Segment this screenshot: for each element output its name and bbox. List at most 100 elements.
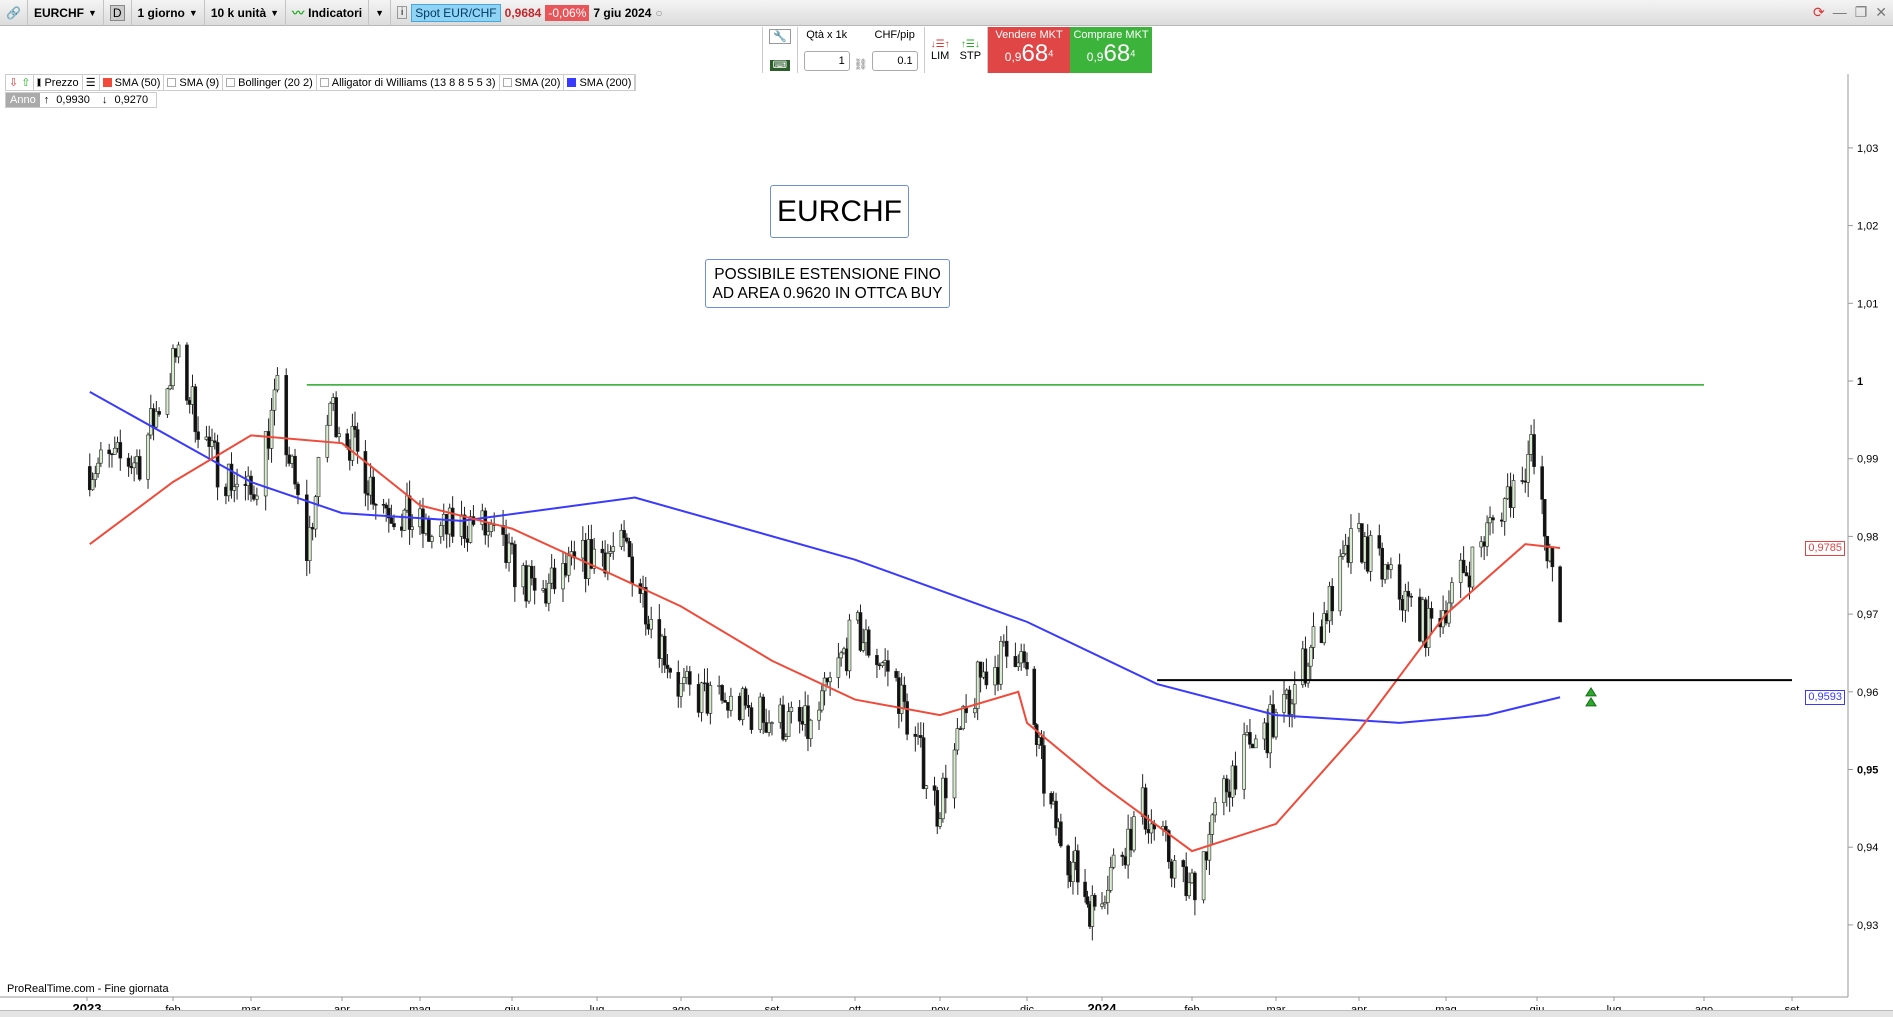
y-tick-label: 0,96 — [1857, 687, 1878, 699]
candle — [1526, 454, 1530, 483]
candle — [1181, 860, 1186, 868]
candle — [880, 662, 885, 666]
candle — [252, 494, 256, 500]
legend-item-sma200[interactable]: SMA (200) — [564, 75, 636, 90]
candle — [462, 514, 467, 539]
candle — [1213, 802, 1217, 816]
checkbox[interactable] — [319, 78, 329, 87]
buy-label: Comprare MKT — [1073, 29, 1149, 41]
legend-item-sma50[interactable]: SMA (50) — [100, 75, 165, 90]
price-chart[interactable]: 1,03 1,02 1,01 1 0,99 0,98 0,97 0,96 0,95 0,94 0,9… — [0, 74, 1893, 1010]
refresh-icon[interactable]: ⟳ — [1812, 4, 1825, 20]
legend-label: Alligator di Williams (13 8 8 5 5 3) — [331, 76, 496, 89]
candle — [263, 431, 268, 497]
minimize-icon[interactable]: — — [1832, 4, 1847, 20]
legend-item-sma9[interactable]: SMA (9) — [164, 75, 224, 90]
indicators-icon: 〰 — [292, 6, 305, 20]
symbol-selector[interactable]: EURCHF ▼ — [28, 0, 104, 26]
indicators-dropdown[interactable]: ▼ — [369, 0, 392, 26]
checkbox[interactable] — [167, 78, 177, 87]
arrow-up-icon[interactable]: ⇧ — [21, 77, 31, 89]
candle — [743, 688, 748, 706]
buy-market-button[interactable]: Comprare MKT 0,9684 — [1070, 27, 1153, 73]
candle — [749, 707, 754, 730]
horizontal-scrollbar[interactable] — [0, 1010, 1893, 1017]
checkbox[interactable] — [502, 78, 512, 87]
candle — [1054, 800, 1058, 829]
candle — [1083, 881, 1087, 897]
spot-label[interactable]: Spot EUR/CHF — [411, 3, 501, 22]
candle — [737, 695, 742, 720]
candle — [740, 688, 745, 720]
candle — [99, 449, 103, 464]
link-icon[interactable]: 🔗 — [0, 0, 28, 26]
candle — [1085, 896, 1090, 905]
candle — [767, 722, 771, 733]
link-chain-icon[interactable]: ⛓ — [853, 59, 868, 71]
legend-item-bollinger[interactable]: Bollinger (20 2) — [223, 75, 317, 90]
list-icon[interactable]: ☰ — [83, 75, 100, 90]
checkbox[interactable] — [226, 78, 236, 87]
note-line-1: POSSIBILE ESTENSIONE FINO — [714, 266, 941, 283]
candle — [1502, 498, 1507, 522]
timeframe-selector[interactable]: 1 giorno ▼ — [132, 0, 205, 26]
candle — [729, 695, 733, 711]
restore-icon[interactable]: ❐ — [1854, 4, 1868, 20]
chart-note-annotation[interactable]: POSSIBILE ESTENSIONE FINO AD AREA 0.9620 … — [705, 259, 950, 308]
period-badge[interactable]: D — [104, 0, 132, 26]
limit-order-button[interactable]: ↓☰↑ LIM — [931, 39, 950, 62]
x-tick-label: dic — [1020, 1004, 1035, 1010]
candle — [1485, 522, 1489, 547]
pip-input[interactable] — [871, 51, 918, 71]
candle — [126, 457, 131, 467]
candle — [1049, 793, 1053, 805]
candle — [284, 375, 289, 456]
keyboard-icon[interactable]: ⌨ — [769, 60, 791, 71]
candle — [1129, 828, 1133, 851]
candle — [1330, 585, 1335, 612]
candle — [1380, 547, 1384, 580]
indicators-button[interactable]: 〰 Indicatori — [286, 0, 370, 26]
candle — [1368, 535, 1373, 572]
candle — [696, 684, 701, 713]
legend-item-alligator[interactable]: Alligator di Williams (13 8 8 5 5 3) — [317, 75, 500, 90]
wrench-icon[interactable]: 🔧 — [769, 29, 791, 44]
x-tick-label: set — [765, 1004, 780, 1010]
units-selector[interactable]: 10 k unità ▼ — [205, 0, 287, 26]
candle — [932, 785, 937, 791]
candle — [1242, 734, 1246, 790]
candle — [389, 517, 394, 524]
candle — [1287, 689, 1292, 715]
candle — [761, 696, 765, 723]
candle — [781, 704, 785, 740]
qty-input[interactable] — [803, 51, 850, 71]
x-tick-label: ott — [849, 1004, 861, 1010]
legend-label: Bollinger (20 2) — [238, 76, 313, 89]
arrow-down-icon[interactable]: ⇩ — [9, 77, 19, 89]
candle — [266, 431, 271, 449]
candle — [1397, 564, 1402, 600]
close-icon[interactable]: ✕ — [1875, 4, 1887, 20]
candle — [943, 777, 948, 799]
candle — [1103, 902, 1107, 905]
candle — [176, 344, 181, 358]
buy-prefix: 0,9 — [1086, 50, 1104, 64]
candle — [373, 503, 378, 506]
candle — [630, 556, 635, 584]
candle — [196, 431, 200, 440]
candle — [1523, 480, 1528, 483]
candle — [1461, 559, 1466, 573]
legend-item-sma20[interactable]: SMA (20) — [500, 75, 565, 90]
candle — [1032, 668, 1037, 725]
sell-market-button[interactable]: Vendere MKT 0,9684 — [988, 27, 1071, 73]
stop-order-icon: ↑☰↓ — [960, 38, 980, 50]
candle — [996, 667, 1000, 685]
chart-title-annotation[interactable]: EURCHF — [770, 185, 909, 238]
stop-order-button[interactable]: ↑☰↓ STP — [960, 39, 981, 62]
legend-item-price[interactable]: Prezzo — [34, 75, 83, 90]
candle — [726, 701, 730, 711]
info-icon[interactable]: i — [397, 6, 408, 19]
candle — [171, 348, 175, 386]
x-tick-label: apr — [1351, 1004, 1367, 1010]
candle — [592, 548, 596, 569]
